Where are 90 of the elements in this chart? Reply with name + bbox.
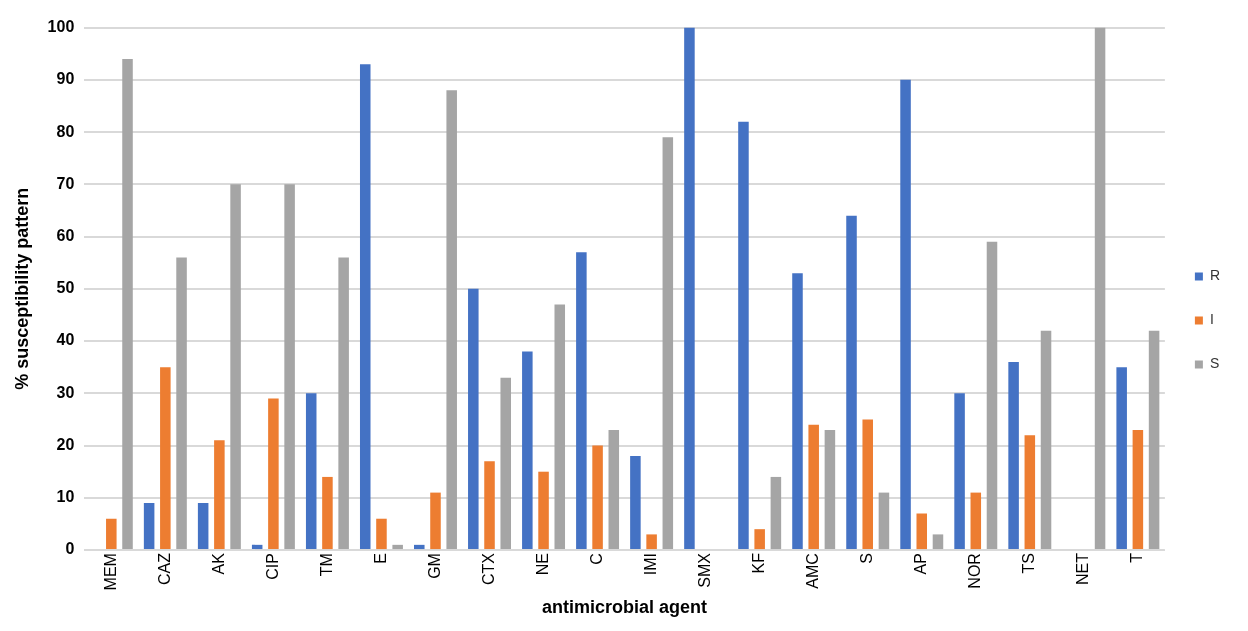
x-tick-label: E <box>371 553 389 564</box>
bar <box>954 393 965 550</box>
bar <box>754 529 765 550</box>
y-tick-label: 40 <box>56 331 75 349</box>
x-tick-label: TS <box>1020 553 1038 574</box>
y-tick-label: 50 <box>56 279 75 297</box>
x-tick-label: AP <box>912 553 930 575</box>
bar <box>592 445 603 550</box>
bar <box>630 456 641 550</box>
bar <box>576 252 587 550</box>
bar <box>160 367 171 550</box>
bar <box>305 393 317 550</box>
bar <box>662 137 674 550</box>
bar <box>522 351 533 550</box>
bar <box>916 513 928 550</box>
bar <box>230 184 241 550</box>
bar <box>338 257 349 550</box>
x-tick-label: C <box>587 553 605 565</box>
bar <box>197 503 209 550</box>
bar <box>646 534 657 550</box>
y-axis-title: % susceptibility pattern <box>11 187 32 390</box>
y-tick-label: 0 <box>65 540 75 558</box>
bar <box>414 544 425 550</box>
bar <box>538 471 549 550</box>
bar <box>738 121 749 550</box>
x-axis-title: antimicrobial agent <box>542 597 708 618</box>
x-tick-label: SMX <box>696 552 714 588</box>
legend-label: S <box>1209 355 1220 372</box>
bar <box>392 544 403 550</box>
x-tick-label: NE <box>533 553 551 576</box>
y-tick-label: 10 <box>56 488 75 506</box>
bar <box>862 419 873 550</box>
bar <box>770 476 782 550</box>
bar <box>970 492 982 550</box>
x-tick-label: AK <box>209 552 227 575</box>
x-tick-label: CIP <box>263 553 281 580</box>
bar <box>608 429 620 550</box>
x-tick-label: IMI <box>642 553 660 576</box>
x-tick-label: AMC <box>804 553 822 589</box>
x-tick-label: S <box>858 553 876 564</box>
bar <box>446 90 457 550</box>
bar <box>824 429 836 550</box>
bar <box>484 461 495 550</box>
bar <box>900 79 911 550</box>
bar <box>106 518 117 550</box>
bar <box>143 503 155 550</box>
x-tick-label: CTX <box>479 552 497 586</box>
y-tick-label: 60 <box>56 226 75 244</box>
bar <box>878 492 890 550</box>
bar <box>214 440 225 550</box>
bar <box>500 377 511 550</box>
x-tick-label: TM <box>317 553 335 577</box>
bar <box>1094 27 1106 550</box>
bar <box>1116 367 1127 550</box>
x-tick-label: NOR <box>966 553 984 589</box>
bar <box>359 64 371 550</box>
bar <box>1132 429 1144 550</box>
legend-label: I <box>1209 311 1214 328</box>
bar <box>468 288 479 550</box>
bar <box>932 534 944 550</box>
bar <box>122 58 133 550</box>
y-tick-label: 80 <box>56 122 75 140</box>
y-tick-label: 20 <box>56 435 75 453</box>
bar <box>986 241 998 550</box>
bar <box>430 492 441 550</box>
x-tick-label: GM <box>425 553 443 579</box>
bar <box>268 398 279 550</box>
x-tick-label: NET <box>1074 552 1092 586</box>
x-tick-label: MEM <box>101 553 119 591</box>
x-tick-label: CAZ <box>155 552 173 586</box>
y-tick-label: 70 <box>56 174 75 192</box>
x-tick-label: KF <box>750 552 768 574</box>
bar <box>1008 361 1019 550</box>
bar <box>808 424 819 550</box>
bar <box>1024 435 1036 550</box>
bar <box>376 518 387 550</box>
bar <box>684 27 695 550</box>
bar <box>322 476 333 550</box>
bar <box>1148 330 1160 550</box>
y-tick-label: 100 <box>47 18 75 36</box>
legend-label: R <box>1209 267 1221 284</box>
bar <box>1040 330 1052 550</box>
bar <box>846 215 857 550</box>
bar <box>176 257 187 550</box>
x-tick-label: T <box>1128 552 1146 563</box>
bar <box>284 184 295 550</box>
bar <box>792 273 803 550</box>
y-tick-label: 30 <box>56 383 75 401</box>
y-tick-label: 90 <box>56 70 75 88</box>
bar <box>554 304 566 550</box>
